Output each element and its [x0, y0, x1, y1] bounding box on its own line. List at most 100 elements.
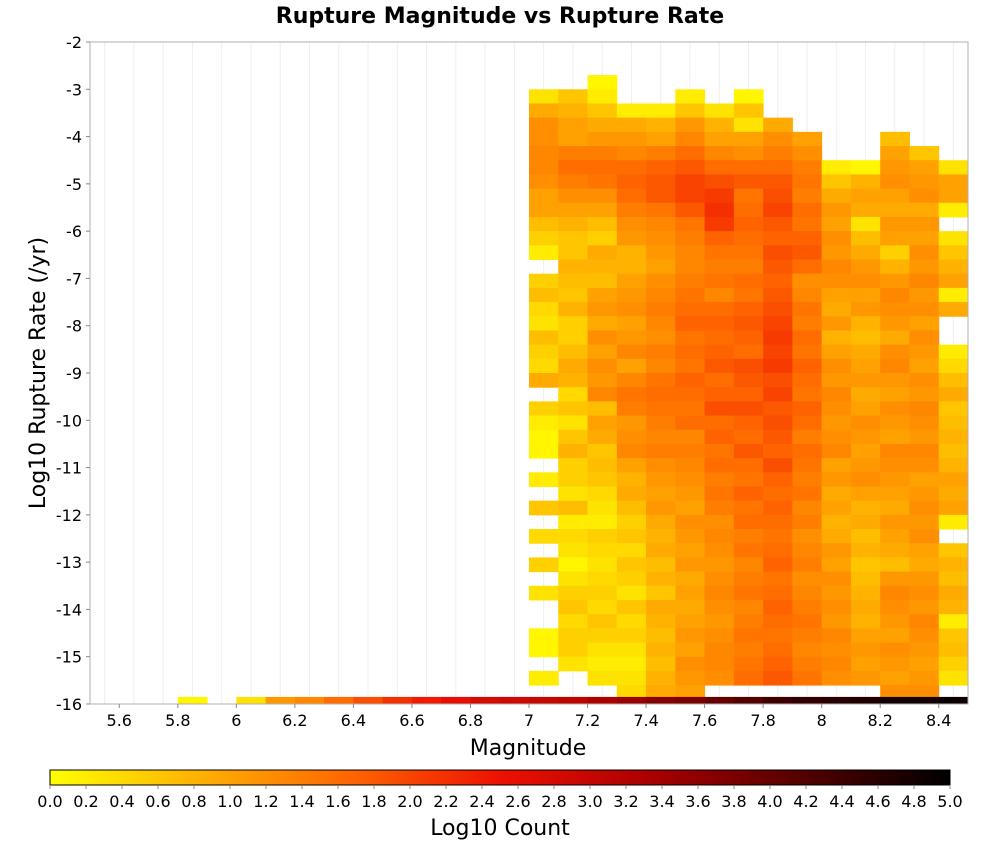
heatmap-cell [616, 614, 647, 629]
heatmap-cell [880, 500, 910, 516]
heatmap-cell [880, 387, 910, 402]
heatmap-cell [587, 287, 618, 303]
heatmap-cell [763, 117, 793, 133]
heatmap-cell [733, 486, 764, 502]
heatmap-cell [616, 585, 647, 601]
heatmap-cell [909, 302, 940, 317]
heatmap-cell [821, 486, 852, 502]
heatmap-cell [880, 316, 910, 331]
heatmap-cell [704, 387, 735, 402]
heatmap-cell [850, 387, 881, 402]
heatmap-cell [675, 514, 706, 530]
y-tick-label: -12 [56, 506, 82, 525]
heatmap-cell [529, 344, 559, 360]
heatmap-cell [850, 429, 881, 445]
heatmap-cell [880, 571, 910, 587]
heatmap-cell [558, 656, 589, 672]
heatmap-cell [763, 245, 793, 261]
heatmap-cell [938, 670, 969, 686]
heatmap-cell [909, 401, 940, 417]
heatmap-cell [558, 302, 589, 317]
colorbar-tick-label: 2.6 [505, 792, 530, 811]
heatmap-cell [616, 302, 647, 317]
heatmap-cell [704, 614, 735, 629]
heatmap-cell [909, 514, 940, 530]
heatmap-cell [909, 486, 940, 502]
heatmap-cell [792, 696, 823, 704]
heatmap-cell [938, 656, 969, 672]
heatmap-cell [704, 245, 735, 261]
heatmap-cell [763, 146, 793, 161]
heatmap-cell [850, 571, 881, 587]
heatmap-cell [587, 599, 618, 615]
heatmap-cell [763, 259, 793, 275]
heatmap-cell [704, 599, 735, 615]
heatmap-cell [558, 287, 589, 303]
heatmap-cell [880, 174, 910, 190]
heatmap-cell [763, 443, 793, 459]
heatmap-cell [733, 458, 764, 473]
heatmap-cell [938, 245, 969, 261]
heatmap-cell [616, 160, 647, 175]
heatmap-cell [938, 401, 969, 417]
heatmap-cell [821, 472, 852, 487]
heatmap-cell [529, 443, 559, 459]
y-tick-label: -2 [66, 33, 82, 52]
heatmap-cell [821, 642, 852, 658]
heatmap-cell [763, 614, 793, 629]
heatmap-cell [938, 500, 969, 516]
heatmap-cell [324, 696, 354, 704]
heatmap-cell [909, 696, 940, 704]
heatmap-cell [792, 656, 823, 672]
heatmap-cell [587, 188, 618, 204]
heatmap-cell [850, 316, 881, 331]
heatmap-cell [763, 599, 793, 615]
heatmap-cell [763, 373, 793, 388]
heatmap-cell [558, 245, 589, 261]
colorbar-tick-label: 1.6 [325, 792, 350, 811]
heatmap-cell [294, 696, 325, 704]
heatmap-cell [704, 344, 735, 360]
heatmap-cell [880, 514, 910, 530]
heatmap-cell [909, 642, 940, 658]
heatmap-cell [821, 429, 852, 445]
heatmap-cell [938, 202, 969, 218]
heatmap-cell [938, 160, 969, 175]
heatmap-cell [616, 543, 647, 558]
heatmap-cell [704, 458, 735, 473]
heatmap-cell [675, 302, 706, 317]
heatmap-cell [646, 344, 676, 360]
heatmap-cell [236, 696, 267, 704]
heatmap-cell [909, 273, 940, 289]
x-tick-label: 7.8 [750, 711, 775, 730]
heatmap-cell [646, 514, 676, 530]
heatmap-cell [909, 500, 940, 516]
heatmap-cell [616, 287, 647, 303]
colorbar-tick-label: 0.0 [37, 792, 62, 811]
heatmap-cell [704, 316, 735, 331]
heatmap-cell [909, 344, 940, 360]
heatmap-cell [792, 614, 823, 629]
heatmap-cell [616, 174, 647, 190]
heatmap-cell [529, 245, 559, 261]
heatmap-cell [821, 302, 852, 317]
heatmap-cell [909, 160, 940, 175]
heatmap-cell [792, 458, 823, 473]
heatmap-cell [880, 146, 910, 161]
heatmap-cell [675, 287, 706, 303]
heatmap-cell [850, 628, 881, 644]
heatmap-cell [909, 429, 940, 445]
heatmap-cell [616, 529, 647, 544]
heatmap-cell [529, 160, 559, 175]
heatmap-cell [821, 557, 852, 573]
heatmap-cell [938, 642, 969, 658]
heatmap-cell [529, 103, 559, 119]
heatmap-cell [616, 557, 647, 573]
heatmap-cell [792, 401, 823, 417]
heatmap-cell [733, 344, 764, 360]
heatmap-cell [850, 642, 881, 658]
heatmap-cell [763, 571, 793, 587]
colorbar-tick-label: 1.2 [253, 792, 278, 811]
heatmap-cell [909, 458, 940, 473]
